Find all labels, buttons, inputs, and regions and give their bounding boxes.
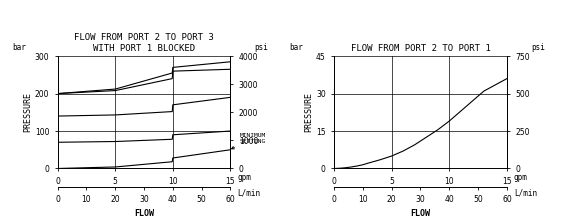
Text: L/min: L/min (514, 189, 537, 198)
Text: MINIMUM
SETTING: MINIMUM SETTING (232, 133, 266, 149)
Text: bar: bar (289, 43, 303, 52)
Y-axis label: PRESSURE: PRESSURE (23, 92, 32, 132)
Y-axis label: PRESSURE: PRESSURE (304, 92, 313, 132)
Title: FLOW FROM PORT 2 TO PORT 3
WITH PORT 1 BLOCKED: FLOW FROM PORT 2 TO PORT 3 WITH PORT 1 B… (74, 33, 214, 53)
Text: gpm: gpm (237, 173, 251, 182)
Text: gpm: gpm (514, 173, 528, 182)
Title: FLOW FROM PORT 2 TO PORT 1: FLOW FROM PORT 2 TO PORT 1 (351, 44, 490, 53)
Text: FLOW: FLOW (134, 209, 154, 216)
Text: psi: psi (531, 43, 545, 52)
Text: FLOW: FLOW (411, 209, 430, 216)
Text: psi: psi (255, 43, 268, 52)
Text: bar: bar (13, 43, 26, 52)
Text: L/min: L/min (237, 189, 260, 198)
